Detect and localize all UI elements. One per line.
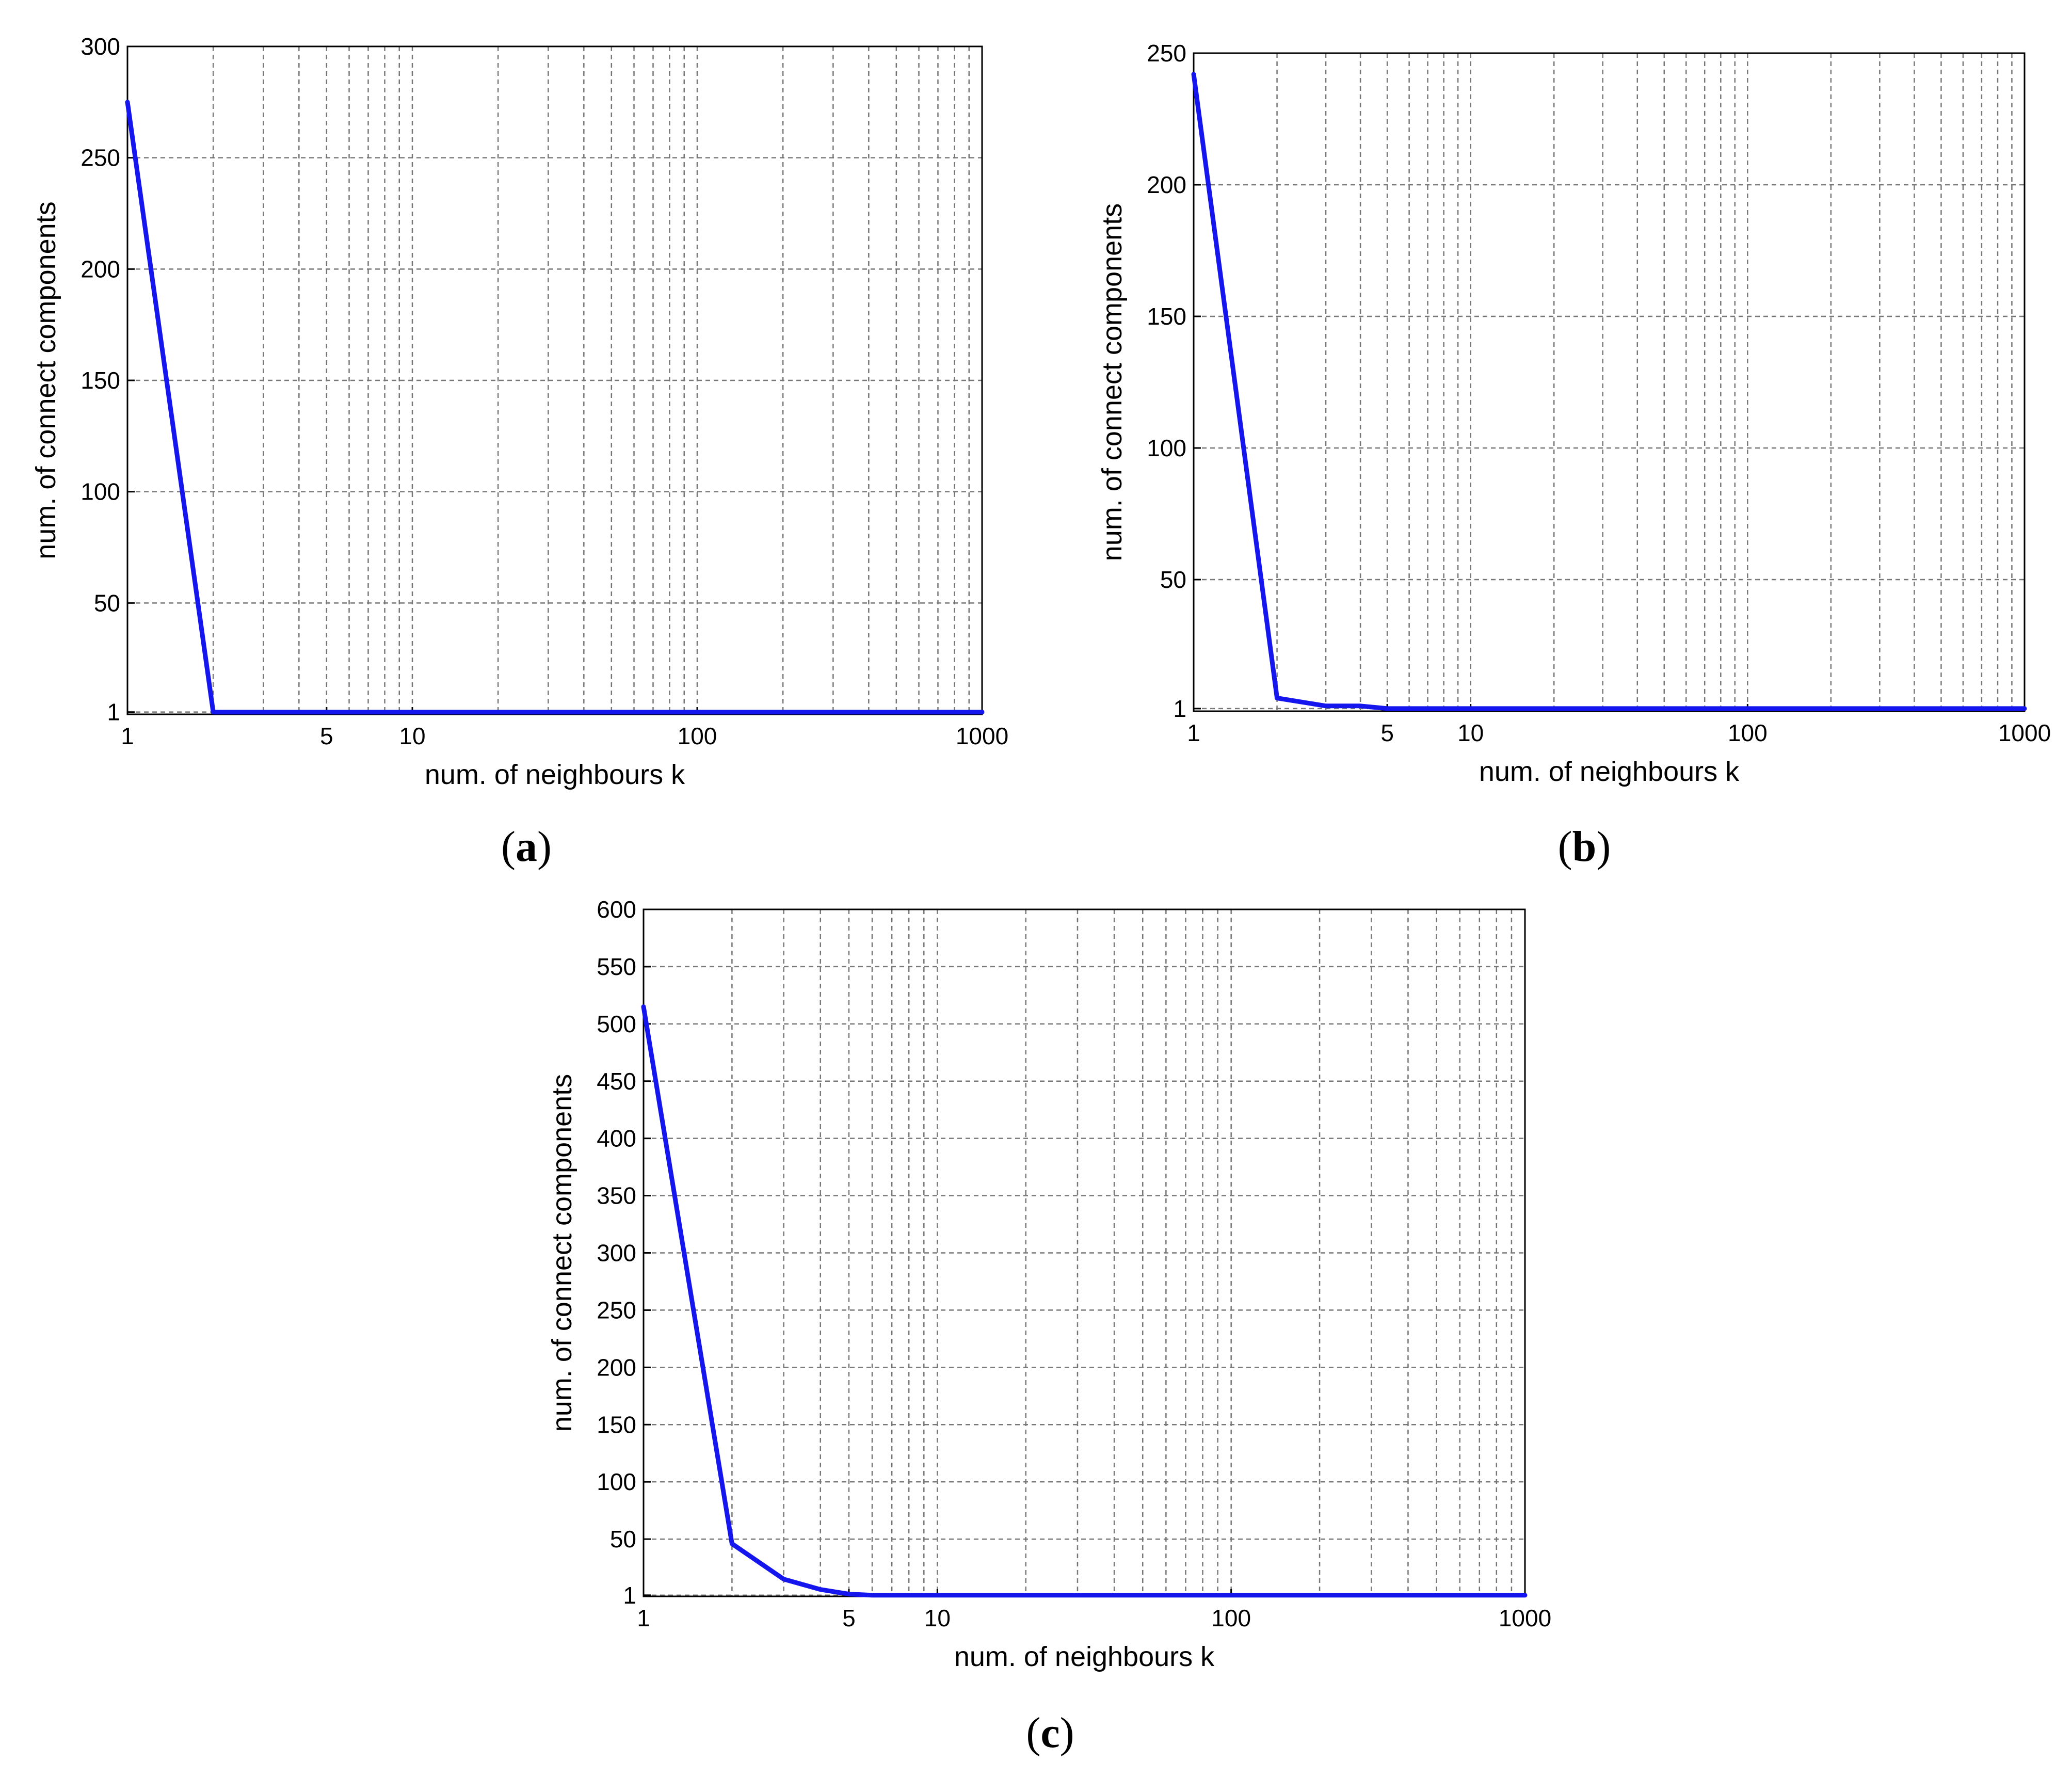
- y-tick-label: 250: [597, 1296, 636, 1323]
- panel-label-close: ): [1060, 1709, 1074, 1757]
- y-tick-label: 600: [597, 896, 636, 923]
- x-axis-label: num. of neighbours k: [1479, 756, 1740, 787]
- y-tick-label: 550: [597, 953, 636, 980]
- y-tick-label: 200: [1147, 171, 1186, 198]
- y-axis-label: num. of connect components: [547, 1074, 577, 1432]
- panel-label-letter: b: [1572, 823, 1597, 871]
- x-tick-label: 5: [320, 723, 333, 749]
- y-axis-label: num. of connect components: [1097, 203, 1128, 561]
- panel-label-close: ): [1596, 823, 1611, 871]
- x-tick-label: 10: [399, 723, 425, 749]
- y-tick-label: 100: [597, 1468, 636, 1495]
- series-line: [125, 100, 985, 715]
- chart-c: 1 5 10 100 100015010015020025030035040045050…: [547, 896, 1551, 1757]
- y-tick-label: 1: [623, 1582, 636, 1609]
- x-tick-label: 10: [924, 1605, 951, 1631]
- x-tick-label: 10: [1457, 719, 1484, 746]
- x-tick-label: 1: [637, 1605, 650, 1631]
- y-tick-label: 200: [81, 255, 120, 282]
- y-tick-label: 1: [1173, 695, 1186, 722]
- y-tick-label: 150: [1147, 303, 1186, 330]
- y-tick-label: 200: [597, 1354, 636, 1381]
- plot-frame: [1193, 52, 2026, 712]
- panel-label-open: (: [501, 823, 516, 871]
- y-tick-label: 50: [94, 589, 120, 616]
- y-tick-label: 50: [610, 1526, 636, 1552]
- y-tick-label: 350: [597, 1182, 636, 1209]
- panel-label-close: ): [537, 823, 552, 871]
- gridlines: [644, 909, 1525, 1596]
- x-tick-label: 100: [678, 723, 717, 749]
- panel-label-open: (: [1558, 823, 1572, 871]
- panel-label: (a): [501, 823, 552, 871]
- panel-label-letter: c: [1040, 1709, 1059, 1757]
- x-axis-label: num. of neighbours k: [954, 1641, 1215, 1672]
- x-tick-label: 5: [842, 1605, 856, 1631]
- panel-label-open: (: [1026, 1709, 1040, 1757]
- y-tick-label: 50: [1160, 566, 1186, 593]
- y-tick-label: 250: [81, 145, 120, 171]
- y-tick-label: 100: [1147, 435, 1186, 461]
- x-tick-label: 1000: [1499, 1605, 1551, 1631]
- y-tick-label: 150: [81, 367, 120, 394]
- x-tick-label: 1000: [1998, 719, 2051, 746]
- gridlines: [1194, 53, 2025, 711]
- y-tick-label: 300: [81, 33, 120, 60]
- y-tick-label: 400: [597, 1125, 636, 1152]
- x-tick-label: 100: [1211, 1605, 1251, 1631]
- panel-label: (c): [1026, 1709, 1074, 1757]
- x-tick-label: 100: [1728, 719, 1768, 746]
- x-tick-label: 1: [1187, 719, 1200, 746]
- y-tick-label: 450: [597, 1068, 636, 1095]
- y-tick-label: 1: [107, 699, 120, 726]
- x-tick-label: 5: [1380, 719, 1394, 746]
- x-tick-label: 1000: [956, 723, 1008, 749]
- y-tick-label: 300: [597, 1240, 636, 1267]
- y-tick-label: 100: [81, 478, 120, 505]
- y-tick-label: 250: [1147, 40, 1186, 67]
- panel-label-letter: a: [516, 823, 537, 871]
- y-tick-label: 500: [597, 1011, 636, 1037]
- gridlines: [127, 46, 982, 714]
- series-line: [641, 1004, 1528, 1598]
- x-tick-label: 1: [121, 723, 134, 749]
- y-tick-label: 150: [597, 1411, 636, 1438]
- y-axis-label: num. of connect components: [30, 201, 61, 559]
- panel-label: (b): [1558, 823, 1611, 871]
- series-line: [1191, 72, 2027, 711]
- x-axis-label: num. of neighbours k: [425, 759, 685, 790]
